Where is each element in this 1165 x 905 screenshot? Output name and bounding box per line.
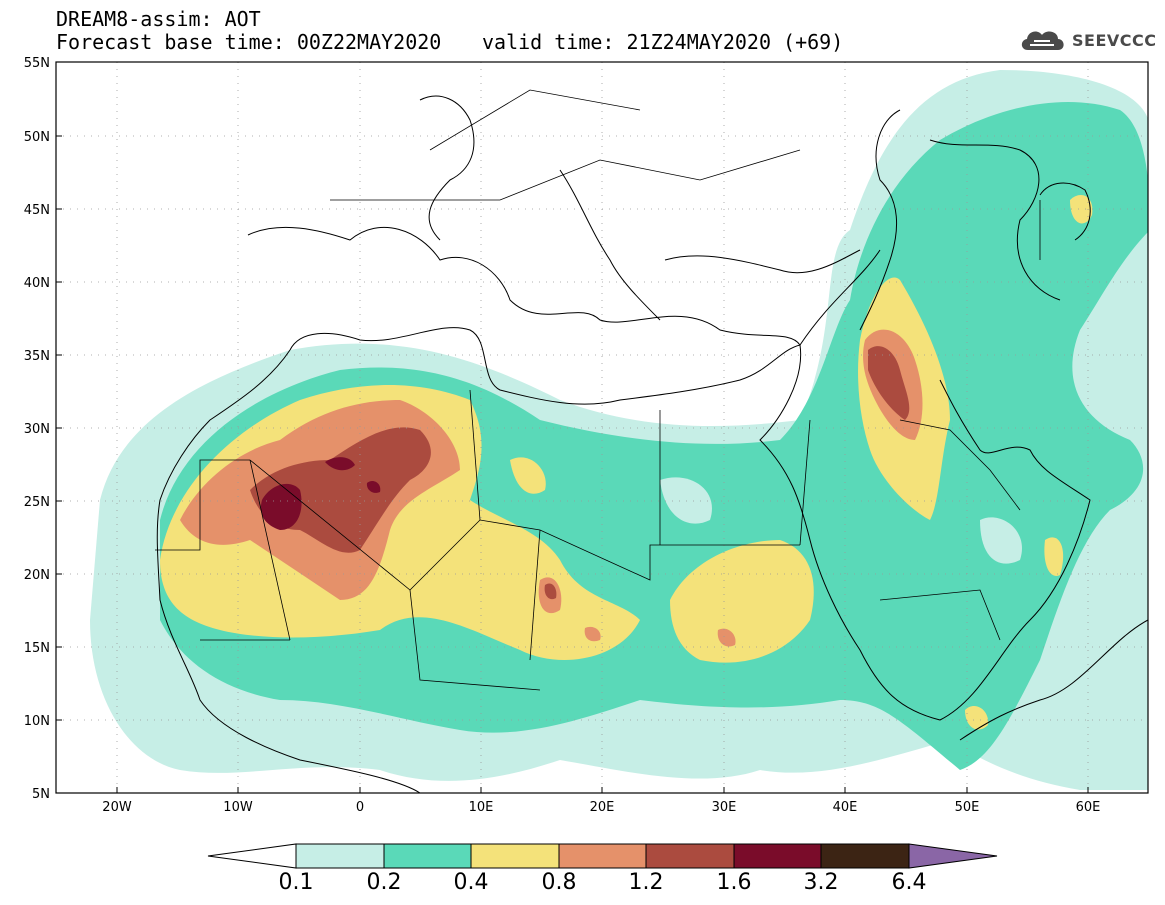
- lat-label: 20N: [24, 568, 50, 583]
- colorbar: [207, 843, 998, 869]
- map-title: DREAM8-assim: AOT: [56, 7, 261, 31]
- lat-label: 10N: [24, 714, 50, 729]
- lon-label: 20W: [102, 800, 132, 815]
- colorbar-high-arrow: [908, 843, 998, 869]
- cloud-icon: [1021, 31, 1064, 50]
- colorbar-label: 0.4: [453, 870, 489, 895]
- colorbar-segment: [383, 843, 472, 869]
- colorbar-label: 3.2: [803, 870, 839, 895]
- colorbar-segment: [558, 843, 647, 869]
- valid-time: valid time: 21Z24MAY2020 (+69): [482, 30, 844, 54]
- latitude-labels: 55N 50N 45N 40N 35N 30N 25N 20N 15N 10N …: [24, 56, 50, 802]
- lat-label: 5N: [32, 787, 50, 802]
- colorbar-label: 0.8: [541, 870, 577, 895]
- country-borders: [155, 89, 1041, 691]
- lat-label: 35N: [24, 349, 50, 364]
- lon-label: 40E: [833, 800, 858, 815]
- colorbar-segment: [645, 843, 735, 869]
- colorbar-label: 1.6: [716, 870, 752, 895]
- lat-label: 50N: [24, 130, 50, 145]
- graticule: [56, 62, 1148, 793]
- lat-label: 45N: [24, 203, 50, 218]
- lon-label: 10W: [223, 800, 253, 815]
- coastlines: [156, 95, 1148, 793]
- forecast-base-time: Forecast base time: 00Z22MAY2020: [56, 30, 442, 54]
- lat-label: 55N: [24, 56, 50, 71]
- colorbar-segment: [820, 843, 910, 869]
- colorbar-label: 1.2: [628, 870, 664, 895]
- lat-label: 25N: [24, 495, 50, 510]
- lat-label: 15N: [24, 641, 50, 656]
- lon-label: 30E: [712, 800, 737, 815]
- lon-label: 60E: [1076, 800, 1101, 815]
- colorbar-label: 0.1: [278, 870, 314, 895]
- lon-label: 20E: [590, 800, 615, 815]
- longitude-labels: 20W 10W 0 10E 20E 30E 40E 50E 60E: [102, 800, 1100, 815]
- lon-label: 50E: [955, 800, 980, 815]
- aot-field: [56, 62, 1148, 793]
- colorbar-segment: [733, 843, 822, 869]
- colorbar-label: 6.4: [891, 870, 927, 895]
- colorbar-segment: [470, 843, 560, 869]
- lat-label: 40N: [24, 276, 50, 291]
- lon-label: 10E: [469, 800, 494, 815]
- lon-label: 0: [356, 800, 364, 815]
- colorbar-label: 0.2: [366, 870, 402, 895]
- colorbar-low-arrow: [207, 843, 297, 869]
- colorbar-segment: [295, 843, 385, 869]
- aot-band-1.6: [260, 483, 302, 530]
- logo-text: SEEVCCC: [1072, 30, 1157, 50]
- lat-label: 30N: [24, 422, 50, 437]
- seevccc-logo: SEEVCCC: [1018, 26, 1157, 54]
